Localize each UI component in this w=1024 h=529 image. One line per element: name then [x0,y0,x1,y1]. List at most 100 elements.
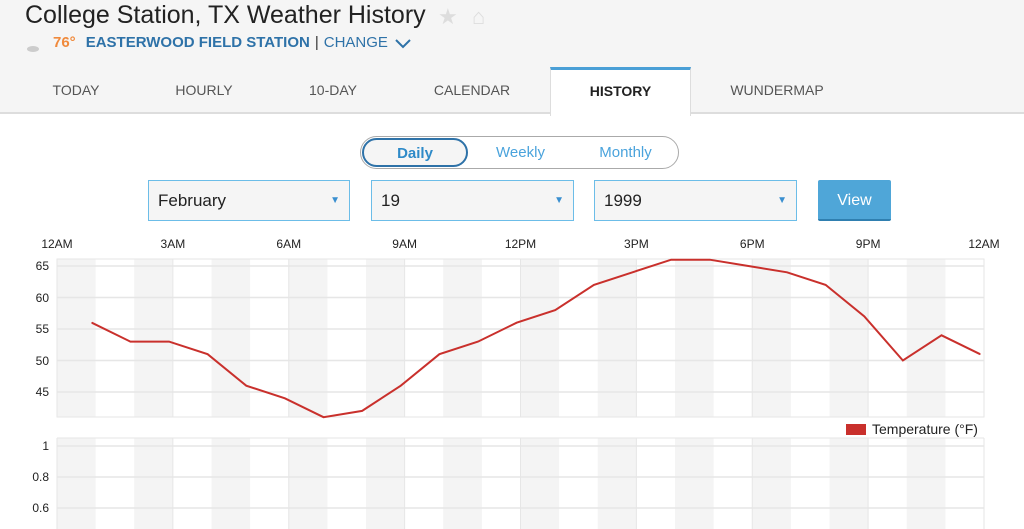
y-tick-label: 60 [35,290,49,305]
temperature-point [129,341,131,343]
legend-swatch [846,423,866,435]
view-button[interactable]: View [818,180,891,221]
period-weekly[interactable]: Weekly [496,144,545,161]
current-temp: 76° [53,34,76,51]
period-daily[interactable]: Daily [362,138,468,167]
hour-band [134,259,173,417]
tab-calendar[interactable]: CALENDAR [433,82,511,98]
period-toggle: Daily Weekly Monthly [360,136,679,169]
chevron-down-icon[interactable] [394,37,412,49]
y-tick-label: 65 [35,259,49,273]
y-tick-label: 1 [42,439,49,453]
temperature-point [323,416,325,418]
station-name[interactable]: EASTERWOOD FIELD STATION [85,34,310,51]
hour-band [57,259,96,417]
temperature-point [786,271,788,273]
hour-band [906,259,946,417]
hour-band [443,438,482,529]
month-select[interactable]: February ▼ [148,180,350,221]
hour-band [520,259,560,417]
year-value: 1999 [604,191,642,210]
x-tick-label: 12AM [41,237,73,251]
star-icon[interactable]: ★ [438,4,458,29]
legend-label: Temperature (°F) [872,421,978,437]
temperature-point [554,309,556,311]
x-tick-label: 12PM [504,237,537,251]
dropdown-arrow-icon: ▼ [777,195,787,206]
temperature-point [284,397,286,399]
temperature-point [709,259,711,261]
tab-today[interactable]: TODAY [52,82,100,98]
temperature-point [438,353,440,355]
hour-band [211,259,251,417]
temperature-point [670,259,672,261]
temperature-point [361,410,363,412]
y-tick-label: 0.8 [32,470,49,484]
hour-band [752,259,791,417]
temperature-line [91,258,981,419]
home-icon[interactable]: ⌂ [472,4,486,29]
hour-band [829,438,869,529]
page-title: College Station, TX Weather History [25,1,426,29]
hour-band [288,438,328,529]
hour-band [597,259,637,417]
separator: | [314,34,319,51]
temperature-point [91,322,93,324]
legend-temperature[interactable]: Temperature (°F) [846,421,978,437]
temperature-point [825,284,827,286]
hour-band [366,438,405,529]
hour-band [675,259,714,417]
y-tick-label: 50 [35,353,49,368]
x-tick-label: 6PM [739,237,765,251]
x-tick-label: 9PM [855,237,881,251]
temperature-point [400,385,402,387]
y-tick-label: 45 [35,385,49,399]
header: College Station, TX Weather History ★ ⌂ … [0,0,1024,114]
hour-band [675,438,714,529]
temperature-point [632,271,634,273]
hour-band [57,438,96,529]
plot-border [56,258,985,418]
hour-band [288,259,328,417]
y-tick-label: 55 [35,322,49,336]
moon-cloud-icon [27,35,45,52]
day-select[interactable]: 19 ▼ [371,180,574,221]
hour-band [443,259,482,417]
period-monthly[interactable]: Monthly [599,144,652,161]
temperature-point [747,265,749,267]
month-value: February [158,191,227,210]
tab-hourly[interactable]: HOURLY [175,82,233,98]
temperature-point [979,353,981,355]
temperature-point [941,334,943,336]
temperature-point [245,385,247,387]
temperature-point [477,341,479,343]
temperature-point [207,353,209,355]
change-station-link[interactable]: CHANGE [323,34,388,51]
x-tick-label: 12AM [968,237,1000,251]
dropdown-arrow-icon: ▼ [330,195,340,206]
hour-band [520,438,560,529]
hour-band [211,438,251,529]
year-select[interactable]: 1999 ▼ [594,180,797,221]
x-tick-label: 9AM [392,237,417,251]
x-tick-label: 3AM [160,237,186,251]
temperature-point [902,360,904,361]
hour-band [597,438,637,529]
station-bar: 76° EASTERWOOD FIELD STATION | CHANGE [25,33,412,53]
temperature-point [593,284,595,286]
tab-wundermap[interactable]: WUNDERMAP [730,82,824,98]
dropdown-arrow-icon: ▼ [554,195,564,206]
tab-history[interactable]: HISTORY [550,67,691,116]
tab-10-day[interactable]: 10-DAY [309,82,357,98]
hour-band [366,259,405,417]
hour-band [134,438,173,529]
temperature-point [168,341,170,343]
temperature-point [863,315,865,317]
hour-band [906,438,946,529]
hour-band [752,438,791,529]
day-value: 19 [381,191,400,210]
hour-band [829,259,869,417]
y-tick-label: 0.6 [32,501,49,515]
x-tick-label: 3PM [624,237,649,251]
